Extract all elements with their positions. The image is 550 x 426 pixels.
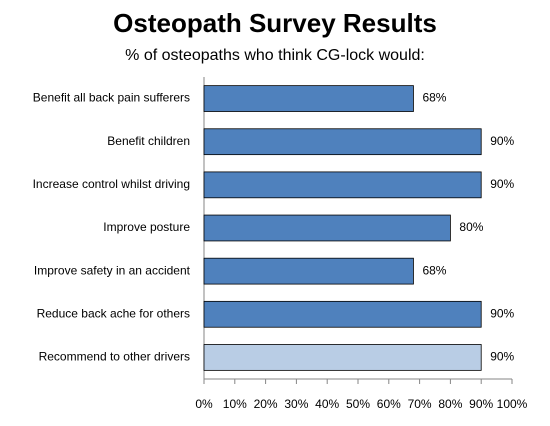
chart-title: Osteopath Survey Results: [113, 8, 437, 38]
y-tick-label: Recommend to other drivers: [39, 350, 190, 364]
x-tick-label: 0%: [195, 397, 213, 411]
x-tick-label: 30%: [284, 397, 308, 411]
chart-subtitle: % of osteopaths who think CG-lock would:: [125, 47, 425, 64]
value-label: 90%: [490, 134, 514, 148]
x-tick-label: 10%: [223, 397, 247, 411]
y-tick-label: Improve safety in an accident: [34, 263, 191, 277]
y-tick-label: Benefit all back pain sufferers: [33, 91, 190, 105]
value-label: 90%: [490, 350, 514, 364]
x-tick-label: 80%: [438, 397, 462, 411]
bar: [203, 171, 482, 199]
value-label: 80%: [459, 220, 483, 234]
x-tick-label: 70%: [408, 397, 432, 411]
y-tick-label: Improve posture: [103, 220, 190, 234]
bar: [203, 300, 482, 328]
bar: [203, 214, 451, 242]
value-label: 68%: [422, 263, 446, 277]
y-tick-label: Reduce back ache for others: [37, 306, 190, 320]
x-tick-label: 100%: [497, 397, 528, 411]
bar: [203, 128, 482, 156]
x-tick-label: 40%: [315, 397, 339, 411]
y-tick-label: Benefit children: [107, 134, 190, 148]
x-tick-label: 90%: [469, 397, 493, 411]
x-tick-label: 20%: [254, 397, 278, 411]
value-label: 90%: [490, 306, 514, 320]
y-tick-label: Increase control whilst driving: [33, 177, 190, 191]
bar: [203, 344, 482, 371]
value-label: 90%: [490, 177, 514, 191]
x-tick-label: 60%: [377, 397, 401, 411]
bar: [203, 85, 414, 112]
x-tick-label: 50%: [346, 397, 370, 411]
value-label: 68%: [422, 91, 446, 105]
bar: [203, 257, 414, 285]
